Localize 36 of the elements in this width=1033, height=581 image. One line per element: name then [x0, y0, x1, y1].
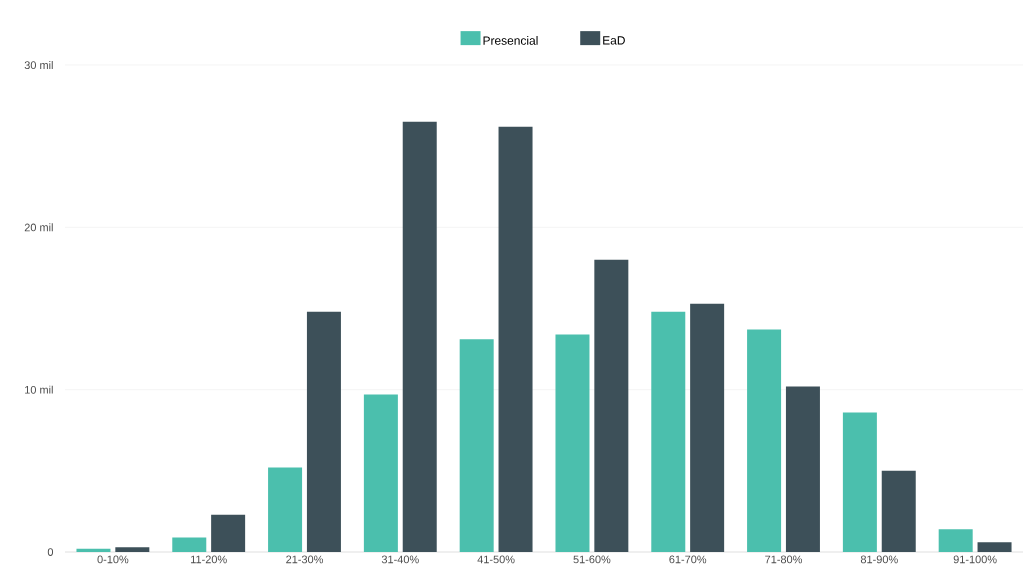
bar — [459, 339, 494, 552]
bar — [938, 529, 973, 552]
bar — [268, 467, 303, 552]
bar — [785, 386, 820, 552]
y-tick-label: 20 mil — [24, 223, 53, 232]
bar — [881, 470, 916, 552]
x-tick-label: 31-40% — [381, 555, 419, 564]
bar — [363, 394, 398, 552]
bar — [172, 537, 207, 552]
bar — [747, 329, 782, 552]
x-tick-label: 71-80% — [765, 555, 802, 564]
x-tick-label: 41-50% — [477, 555, 515, 564]
bar — [594, 259, 629, 552]
legend-label: Presencial — [483, 36, 538, 45]
x-tick-label: 61-70% — [669, 555, 707, 564]
y-tick-label: 10 mil — [25, 385, 53, 394]
x-tick-label: 91-100% — [953, 555, 997, 564]
legend-label: EaD — [603, 36, 625, 45]
x-tick-label: 21-30% — [286, 555, 323, 564]
x-tick-label: 11-20% — [191, 555, 227, 564]
bar — [306, 311, 341, 552]
bar — [498, 126, 533, 552]
bar — [977, 542, 1012, 552]
x-tick-label: 51-60% — [573, 555, 611, 564]
bar — [115, 547, 150, 552]
bar — [76, 548, 111, 552]
bar — [211, 514, 246, 552]
y-tick-label: 0 — [47, 548, 54, 556]
y-tick-label: 30 mil — [24, 60, 53, 70]
bar — [555, 334, 590, 552]
bar — [690, 303, 725, 552]
bar — [402, 121, 437, 552]
bar — [651, 311, 686, 552]
x-tick-label: 81-90% — [860, 555, 898, 564]
bar — [842, 412, 877, 552]
x-tick-label: 0-10% — [97, 555, 129, 564]
